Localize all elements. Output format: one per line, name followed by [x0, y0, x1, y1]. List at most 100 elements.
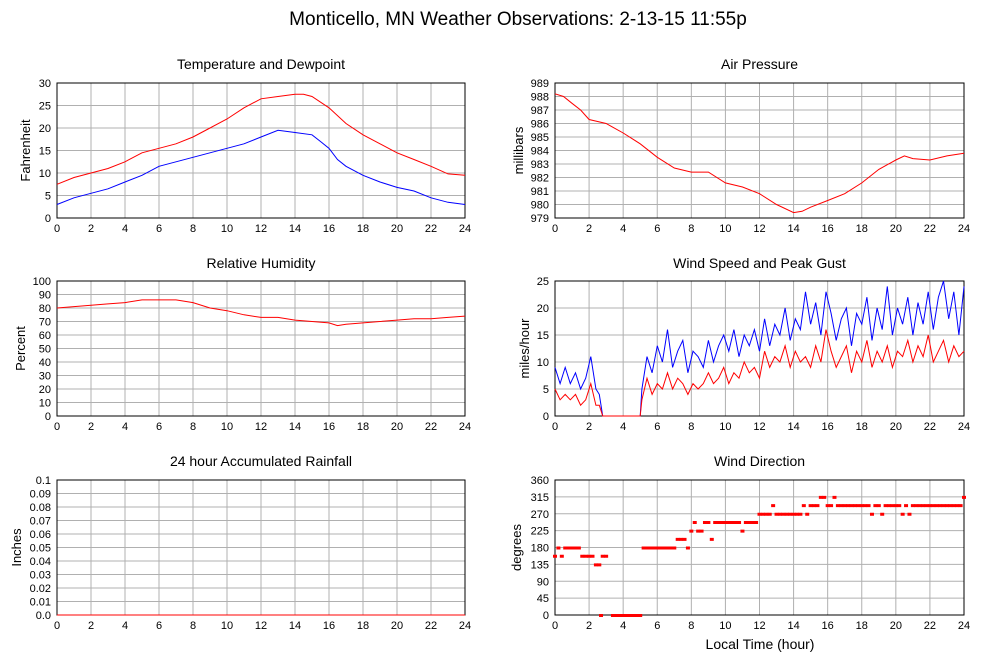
- y-axis-label: Fahrenheit: [18, 119, 33, 182]
- data-point: [573, 546, 578, 550]
- x-tick-label: 14: [289, 421, 301, 433]
- x-tick-label: 24: [958, 421, 970, 433]
- x-tick-label: 2: [88, 421, 94, 433]
- y-tick-label: 100: [33, 276, 51, 288]
- x-tick-label: 16: [323, 223, 335, 235]
- data-point: [914, 504, 919, 508]
- data-point: [723, 521, 728, 524]
- y-tick-label: 90: [537, 576, 549, 588]
- chart-title: Wind Direction: [714, 453, 805, 469]
- x-tick-label: 18: [856, 620, 868, 632]
- x-tick-label: 14: [289, 223, 301, 235]
- y-tick-label: 5: [543, 384, 549, 396]
- x-tick-label: 12: [753, 421, 765, 433]
- data-point: [726, 521, 731, 524]
- x-tick-label: 4: [122, 223, 128, 235]
- data-point: [655, 546, 660, 550]
- page-title: Monticello, MN Weather Observations: 2-1…: [289, 9, 747, 30]
- data-point: [791, 512, 796, 516]
- x-tick-label: 10: [719, 223, 731, 235]
- x-tick-label: 4: [620, 223, 626, 235]
- x-tick-label: 2: [586, 223, 592, 235]
- x-tick-label: 4: [620, 421, 626, 433]
- data-point: [597, 563, 602, 567]
- data-point: [675, 537, 680, 541]
- data-point: [859, 504, 864, 508]
- series-line-0: [56, 299, 466, 327]
- x-tick-label: 12: [753, 223, 765, 235]
- y-tick-label: 0.06: [30, 529, 51, 541]
- y-tick-label: 0.0: [36, 610, 51, 622]
- data-point: [730, 521, 735, 524]
- y-tick-label: 10: [39, 398, 51, 410]
- y-tick-label: 0.01: [30, 597, 51, 609]
- x-tick-label: 10: [221, 620, 233, 632]
- data-point: [566, 546, 571, 550]
- chart-title: Relative Humidity: [207, 255, 316, 271]
- series-line-1: [56, 129, 466, 205]
- x-tick-label: 4: [122, 620, 128, 632]
- y-tick-label: 10: [537, 357, 549, 369]
- y-axis-label: Inches: [9, 528, 24, 567]
- x-tick-label: 22: [425, 620, 437, 632]
- data-point: [760, 512, 765, 516]
- data-point: [805, 512, 810, 516]
- data-point: [921, 504, 926, 508]
- x-tick-label: 8: [190, 421, 196, 433]
- data-point: [910, 504, 915, 508]
- data-point: [754, 521, 759, 524]
- x-tick-label: 6: [156, 421, 162, 433]
- y-tick-label: 0.02: [30, 583, 51, 595]
- data-point: [944, 504, 949, 508]
- data-point: [553, 554, 557, 558]
- data-point: [842, 504, 847, 508]
- data-point: [904, 504, 909, 508]
- x-tick-label: 8: [688, 421, 694, 433]
- x-axis-label: Local Time (hour): [706, 636, 815, 652]
- data-point: [917, 504, 922, 508]
- y-tick-label: 0: [45, 213, 51, 225]
- data-point: [672, 546, 677, 550]
- plot-border: [554, 280, 965, 417]
- y-tick-label: 25: [537, 276, 549, 288]
- data-point: [733, 521, 738, 524]
- series-line-0: [56, 93, 466, 185]
- x-tick-label: 8: [688, 620, 694, 632]
- data-point: [839, 504, 844, 508]
- y-tick-label: 135: [531, 559, 549, 571]
- data-point: [610, 614, 615, 617]
- data-point: [587, 554, 592, 558]
- y-tick-label: 0.05: [30, 543, 51, 555]
- x-tick-label: 6: [654, 223, 660, 235]
- x-tick-label: 2: [88, 223, 94, 235]
- data-point: [750, 521, 755, 524]
- data-point: [927, 504, 932, 508]
- y-tick-label: 980: [531, 200, 549, 212]
- data-point: [846, 504, 851, 508]
- plot-border: [554, 82, 965, 219]
- data-point: [614, 614, 619, 617]
- data-point: [668, 546, 673, 550]
- x-tick-label: 2: [586, 620, 592, 632]
- data-point: [794, 512, 799, 516]
- x-tick-label: 0: [552, 223, 558, 235]
- data-point: [893, 504, 898, 508]
- data-point: [869, 512, 874, 516]
- data-point: [907, 512, 912, 516]
- y-tick-label: 45: [537, 593, 549, 605]
- series-line-0: [554, 93, 965, 214]
- data-point: [692, 521, 697, 524]
- y-tick-label: 315: [531, 492, 549, 504]
- x-tick-label: 16: [822, 620, 834, 632]
- x-tick-label: 14: [787, 421, 799, 433]
- data-point: [900, 512, 905, 516]
- data-point: [638, 614, 643, 617]
- data-point: [876, 504, 881, 508]
- data-point: [958, 504, 963, 508]
- x-tick-label: 16: [323, 620, 335, 632]
- chart-pressure: 0 2 4 6 8 10 12 14 16 18 20 22 249799809819829839849…: [511, 56, 970, 235]
- x-tick-label: 20: [391, 421, 403, 433]
- x-tick-label: 20: [890, 620, 902, 632]
- plot-border: [56, 82, 466, 219]
